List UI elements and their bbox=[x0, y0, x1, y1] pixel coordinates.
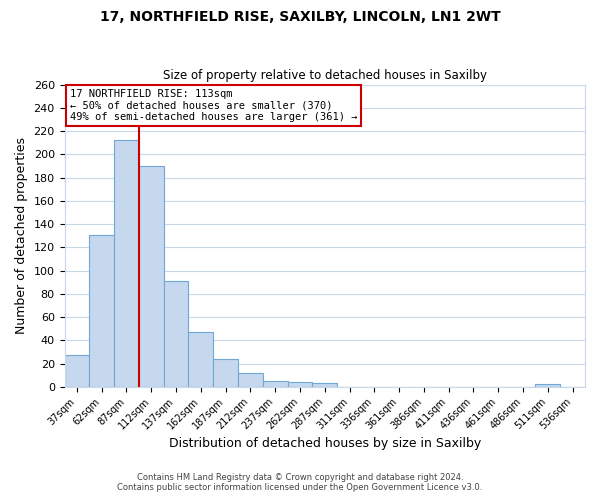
Bar bbox=[65, 356, 89, 387]
Bar bbox=[164, 281, 188, 387]
Bar bbox=[89, 234, 114, 387]
Text: Contains HM Land Registry data © Crown copyright and database right 2024.: Contains HM Land Registry data © Crown c… bbox=[137, 474, 463, 482]
X-axis label: Distribution of detached houses by size in Saxilby: Distribution of detached houses by size … bbox=[169, 437, 481, 450]
Bar bbox=[238, 373, 263, 387]
Bar bbox=[213, 359, 238, 387]
Bar bbox=[263, 381, 287, 387]
Bar bbox=[313, 384, 337, 387]
Text: 17 NORTHFIELD RISE: 113sqm
← 50% of detached houses are smaller (370)
49% of sem: 17 NORTHFIELD RISE: 113sqm ← 50% of deta… bbox=[70, 89, 357, 122]
Title: Size of property relative to detached houses in Saxilby: Size of property relative to detached ho… bbox=[163, 69, 487, 82]
Bar bbox=[535, 384, 560, 387]
Y-axis label: Number of detached properties: Number of detached properties bbox=[15, 137, 28, 334]
Bar bbox=[188, 332, 213, 387]
Bar bbox=[287, 382, 313, 387]
Text: 17, NORTHFIELD RISE, SAXILBY, LINCOLN, LN1 2WT: 17, NORTHFIELD RISE, SAXILBY, LINCOLN, L… bbox=[100, 10, 500, 24]
Bar bbox=[139, 166, 164, 387]
Text: Contains public sector information licensed under the Open Government Licence v3: Contains public sector information licen… bbox=[118, 484, 482, 492]
Bar bbox=[114, 140, 139, 387]
